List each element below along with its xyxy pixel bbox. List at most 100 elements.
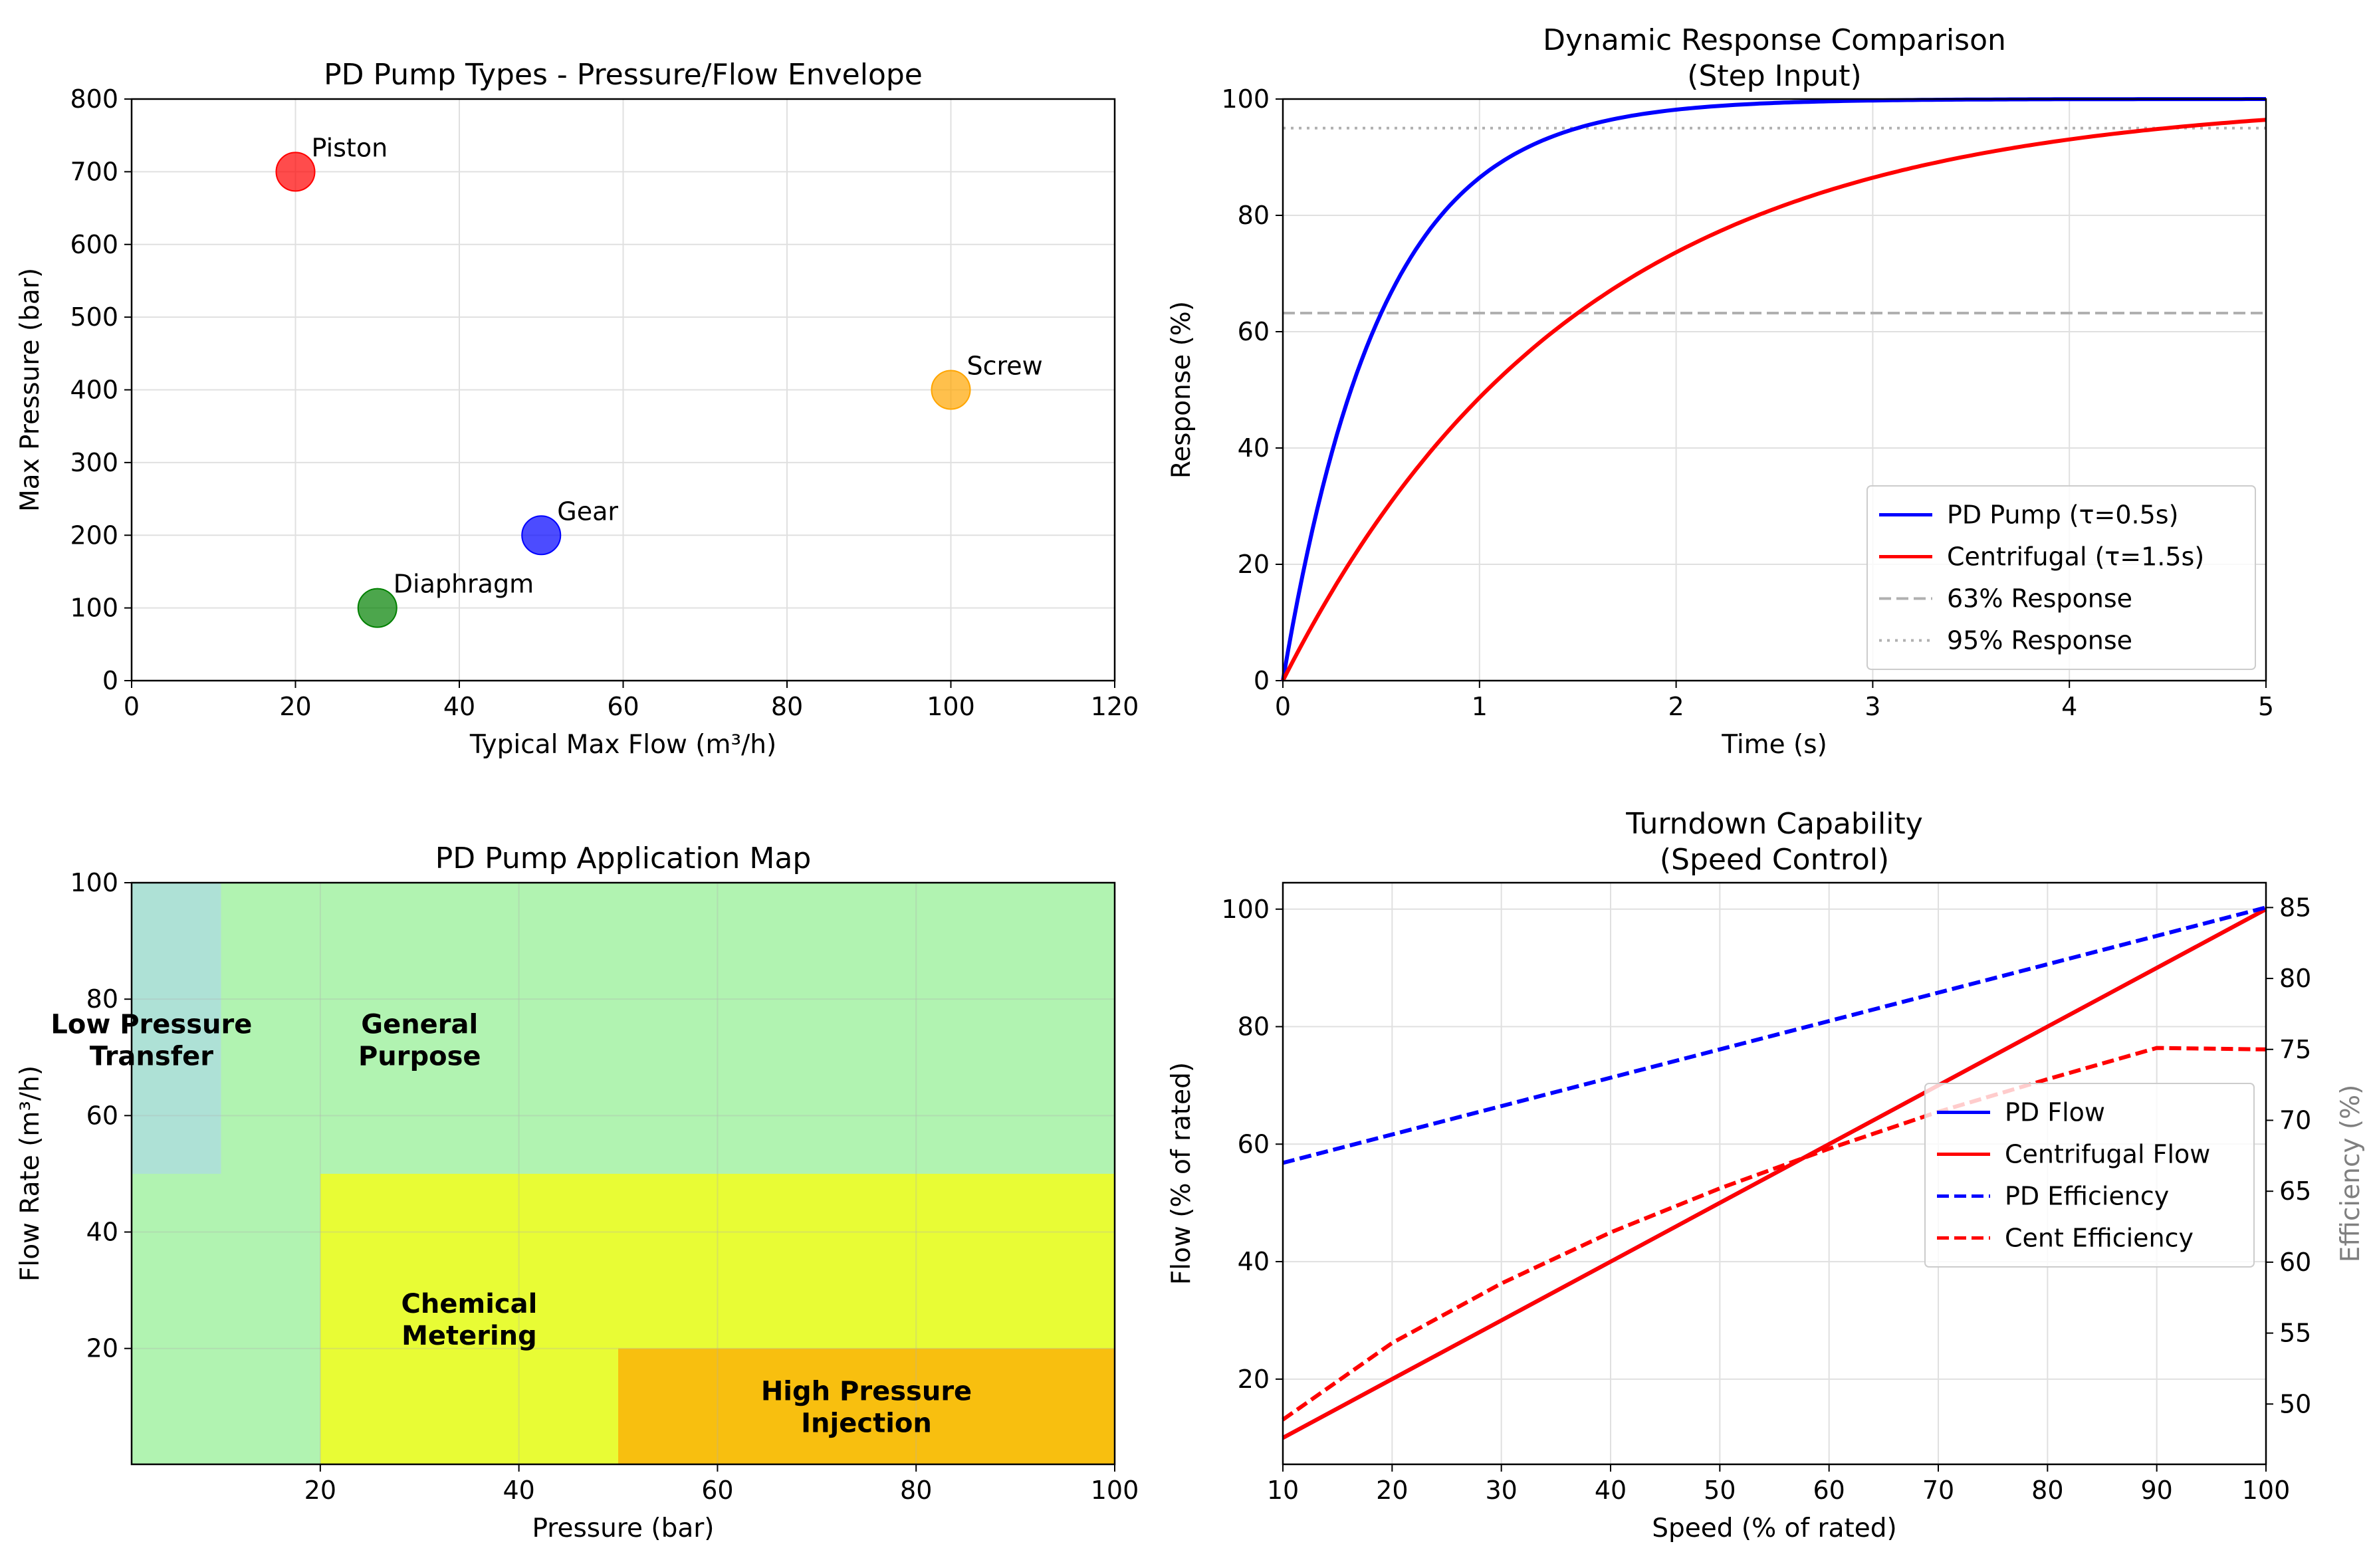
legend-label: PD Efficiency [2005, 1182, 2169, 1211]
turndown-series-line [1282, 907, 2267, 1440]
region-label: Purpose [358, 1041, 481, 1071]
legend-label: Centrifugal Flow [2005, 1140, 2210, 1169]
region-fill [132, 883, 221, 1174]
legend-label: PD Flow [2005, 1098, 2105, 1127]
y2-tick-label: 50 [2279, 1389, 2311, 1418]
y-tick-label: 800 [70, 84, 118, 114]
x-tick-label: 40 [503, 1476, 534, 1505]
legend-label: 95% Response [1947, 626, 2132, 655]
turndown-series-line [1282, 1046, 2267, 1422]
y-tick-label: 500 [70, 302, 118, 332]
legend [1924, 1083, 2255, 1268]
scatter-point [521, 515, 562, 556]
y-tick-label: 600 [70, 230, 118, 259]
y-tick-label: 80 [86, 984, 118, 1014]
y-tick-label: 0 [1254, 666, 1270, 695]
y-tick-label: 60 [86, 1101, 118, 1130]
y-axis-label: Response (%) [1167, 301, 1196, 479]
y-tick-label: 100 [1221, 895, 1270, 924]
legend-label: Cent Efficiency [2005, 1224, 2194, 1253]
point-label: Screw [967, 352, 1043, 381]
y2-axis-label: Efficiency (%) [2336, 1085, 2366, 1263]
y2-tick-label: 55 [2279, 1319, 2311, 1348]
legend-label: Centrifugal (τ=1.5s) [1947, 542, 2204, 572]
x-axis-label: Typical Max Flow (m³/h) [469, 730, 776, 760]
axes-frame [130, 881, 1116, 1466]
x-tick-label: 4 [2061, 692, 2077, 721]
y-tick-label: 60 [1238, 1129, 1270, 1159]
legend-label: 63% Response [1947, 584, 2132, 614]
x-tick-label: 70 [1922, 1476, 1954, 1505]
y-tick-label: 80 [1238, 201, 1270, 230]
legend-label: PD Pump (τ=0.5s) [1947, 501, 2178, 530]
scatter-point [275, 152, 316, 192]
x-tick-label: 20 [304, 1476, 336, 1505]
scatter-point [931, 370, 971, 410]
point-label: Gear [557, 497, 618, 526]
chart-title: PD Pump Types - Pressure/Flow Envelope [324, 58, 923, 92]
region-fill [618, 1348, 1115, 1464]
x-axis-label: Speed (% of rated) [1652, 1513, 1897, 1543]
region-label: Low Pressure [51, 1009, 252, 1040]
y-tick-label: 20 [86, 1334, 118, 1363]
y2-tick-label: 70 [2279, 1105, 2311, 1135]
x-tick-label: 20 [279, 692, 311, 721]
y-tick-label: 20 [1238, 1365, 1270, 1394]
x-tick-label: 10 [1267, 1476, 1299, 1505]
region-label: Chemical [401, 1289, 538, 1319]
x-tick-label: 40 [1595, 1476, 1627, 1505]
chart-title: Turndown Capability [1625, 807, 1922, 841]
y-tick-label: 700 [70, 157, 118, 186]
x-tick-label: 30 [1485, 1476, 1517, 1505]
chart-title: Dynamic Response Comparison [1543, 23, 2006, 57]
x-tick-label: 0 [124, 692, 140, 721]
x-tick-label: 0 [1275, 692, 1291, 721]
x-axis-label: Pressure (bar) [532, 1513, 714, 1543]
y-tick-label: 100 [1221, 84, 1270, 114]
y2-tick-label: 85 [2279, 893, 2311, 922]
x-tick-label: 5 [2258, 692, 2274, 721]
y-tick-label: 100 [70, 868, 118, 897]
region-label: High Pressure [761, 1376, 972, 1406]
axes-frame [130, 98, 1116, 682]
y-tick-label: 80 [1238, 1012, 1270, 1042]
chart-subtitle: (Speed Control) [1660, 843, 1889, 877]
turndown-capability-chart: 10 20 30 40 50 60 70 80 90 100 20 40 60 80 100 50 55 60 65… [1167, 807, 2366, 1543]
x-tick-label: 60 [607, 692, 639, 721]
point-label: Piston [312, 133, 388, 162]
dynamic-response-chart: 0 1 2 3 4 5 0 20 40 60 80 100 Dynamic Response Compa… [1167, 23, 2274, 760]
y-tick-label: 300 [70, 448, 118, 477]
region-label: General [361, 1009, 478, 1040]
x-tick-label: 80 [2031, 1476, 2063, 1505]
region-label: Transfer [90, 1041, 213, 1071]
y-axis-label: Flow Rate (m³/h) [15, 1065, 45, 1282]
y-tick-label: 100 [70, 594, 118, 623]
y2-tick-label: 60 [2279, 1248, 2311, 1277]
x-tick-label: 60 [701, 1476, 733, 1505]
x-tick-label: 80 [900, 1476, 932, 1505]
y-axis-label: Max Pressure (bar) [15, 268, 45, 512]
x-tick-label: 60 [1813, 1476, 1845, 1505]
x-tick-label: 20 [1376, 1476, 1408, 1505]
axes-frame [1282, 881, 2267, 1466]
chart-subtitle: (Step Input) [1687, 59, 1861, 93]
y2-tick-label: 75 [2279, 1035, 2311, 1064]
y-tick-label: 40 [1238, 433, 1270, 463]
x-tick-label: 100 [2242, 1476, 2291, 1505]
y-tick-label: 0 [102, 666, 118, 695]
y-tick-label: 40 [1238, 1247, 1270, 1276]
x-tick-label: 50 [1704, 1476, 1736, 1505]
y-tick-label: 60 [1238, 317, 1270, 346]
y2-tick-label: 65 [2279, 1176, 2311, 1206]
x-tick-label: 40 [443, 692, 475, 721]
y2-tick-label: 80 [2279, 964, 2311, 993]
x-tick-label: 2 [1668, 692, 1684, 721]
response-curve [1281, 118, 2267, 682]
x-tick-label: 80 [771, 692, 803, 721]
axes-frame [1282, 98, 2267, 682]
turndown-series-line [1282, 905, 2267, 1165]
x-tick-label: 3 [1864, 692, 1880, 721]
chart-title: PD Pump Application Map [435, 841, 812, 875]
